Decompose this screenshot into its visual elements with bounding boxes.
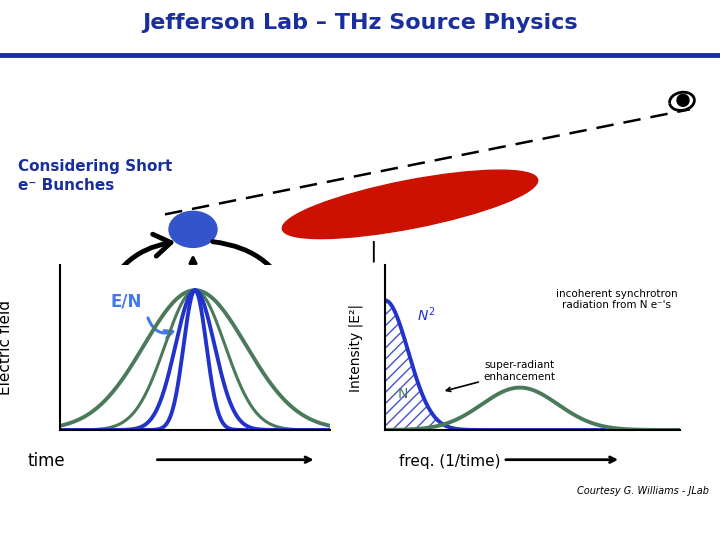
Text: Thomas Jefferson National Accelerator Facility: Thomas Jefferson National Accelerator Fa… bbox=[264, 508, 456, 517]
Ellipse shape bbox=[169, 211, 217, 247]
Circle shape bbox=[677, 94, 689, 106]
Ellipse shape bbox=[282, 170, 538, 239]
Text: Jefferson Lab: Jefferson Lab bbox=[30, 515, 93, 525]
FancyArrowPatch shape bbox=[148, 318, 173, 338]
Text: N: N bbox=[397, 387, 408, 401]
Text: $N^2$: $N^2$ bbox=[417, 306, 435, 324]
Text: |: | bbox=[369, 240, 377, 262]
Text: Considering Short
e⁻ Bunches: Considering Short e⁻ Bunches bbox=[18, 159, 172, 193]
Text: $\frac{d^2I}{d\omega d\Omega}=N^2\frac{e^2\omega^2}{4\pi^2 c}\left|\int_{-\infty: $\frac{d^2I}{d\omega d\Omega}=N^2\frac{e… bbox=[444, 296, 646, 319]
Text: freq. (1/time): freq. (1/time) bbox=[399, 454, 500, 469]
Text: Courtesy G. Williams - JLab: Courtesy G. Williams - JLab bbox=[577, 485, 709, 496]
Text: incoherent synchrotron
radiation from N e⁻'s: incoherent synchrotron radiation from N … bbox=[556, 288, 678, 310]
Text: electron(s): electron(s) bbox=[152, 316, 234, 332]
Text: E/N: E/N bbox=[111, 293, 143, 311]
Text: super-radiant
enhancement: super-radiant enhancement bbox=[446, 360, 556, 392]
Text: Jefferson Lab – THz Source Physics: Jefferson Lab – THz Source Physics bbox=[142, 12, 578, 32]
Text: Thomas Jefferson National Accelerator Facility: Thomas Jefferson National Accelerator Fa… bbox=[223, 524, 497, 534]
FancyArrowPatch shape bbox=[212, 242, 300, 307]
Text: Intensity |E²|: Intensity |E²| bbox=[348, 303, 363, 392]
FancyArrowPatch shape bbox=[101, 234, 171, 312]
Text: time: time bbox=[27, 453, 66, 470]
Text: Lab: Lab bbox=[91, 513, 117, 526]
Text: Electric field: Electric field bbox=[0, 300, 14, 395]
